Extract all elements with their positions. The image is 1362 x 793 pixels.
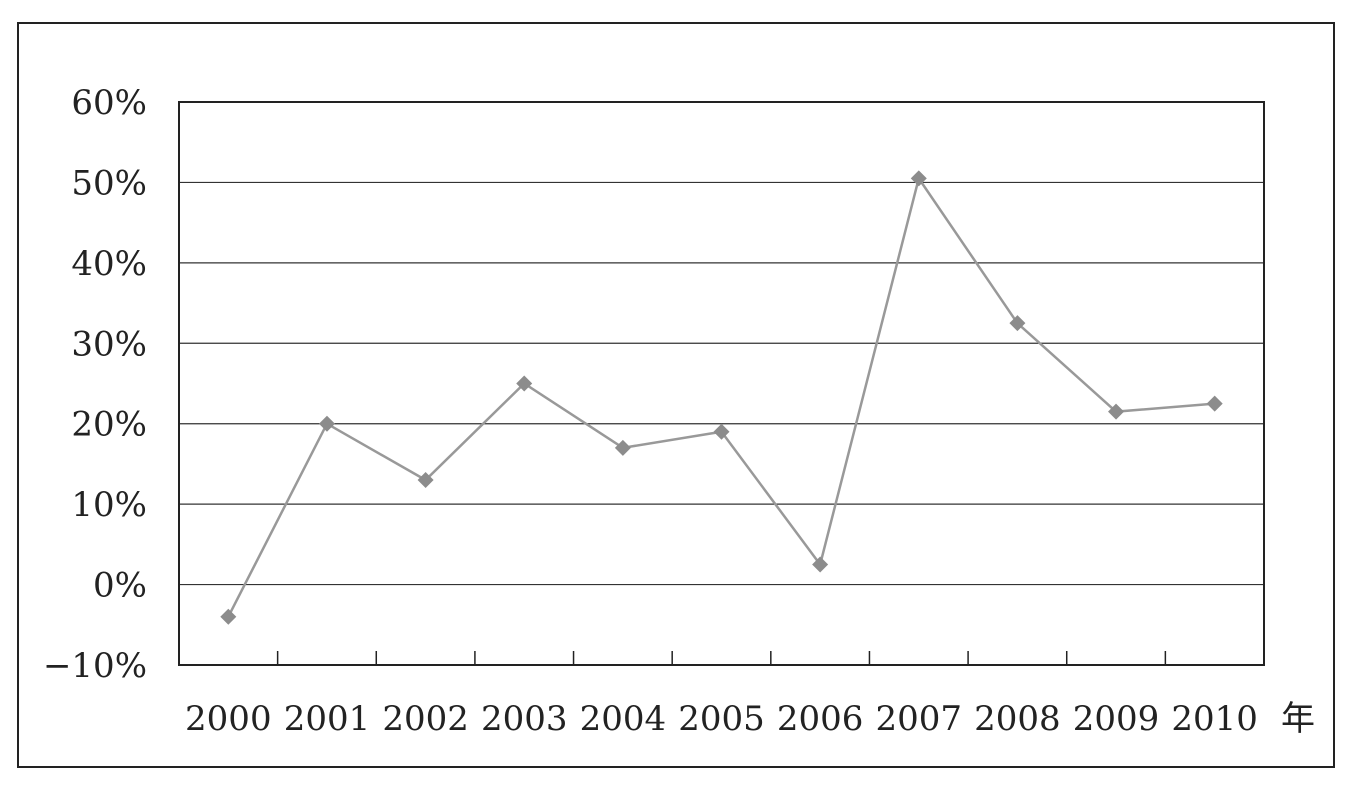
y-tick-label: 60% — [71, 83, 147, 123]
data-point — [1206, 395, 1223, 412]
data-point — [713, 423, 730, 440]
y-tick-label: 50% — [71, 163, 147, 203]
data-point — [318, 415, 335, 432]
y-tick-label: 20% — [71, 405, 147, 445]
data-point — [910, 170, 927, 187]
x-axis-label: 年 — [1281, 699, 1315, 739]
data-point — [614, 439, 631, 456]
x-tick-label: 2004 — [580, 699, 667, 739]
series-line — [227, 175, 1215, 618]
data-point — [220, 608, 237, 625]
series-layer — [220, 170, 1223, 625]
x-tick-label: 2003 — [481, 699, 568, 739]
data-point — [812, 556, 829, 573]
y-tick-label: −10% — [43, 646, 147, 686]
x-tick-label: 2000 — [185, 699, 272, 739]
plot-area — [178, 101, 1265, 666]
data-point — [417, 472, 434, 489]
y-tick-label: 30% — [71, 324, 147, 364]
y-tick-label: 0% — [93, 566, 147, 606]
data-point — [516, 375, 533, 392]
x-tick-label: 2010 — [1171, 699, 1258, 739]
x-axis-tick-labels: 2000 2001 2002 2003 2004 2005 2006 2007 2008 2009… — [185, 699, 1258, 739]
x-tick-label: 2001 — [284, 699, 371, 739]
x-tick-label: 2007 — [876, 699, 963, 739]
y-axis-tick-labels: 60% 50% 40% 30% 20% 10% 0% −10% — [43, 83, 147, 686]
chart-frame — [17, 22, 1335, 768]
x-axis-ticks — [276, 651, 1167, 665]
data-point — [1009, 315, 1026, 332]
y-tick-label: 40% — [71, 244, 147, 284]
data-point — [1108, 403, 1125, 420]
grid-lines — [179, 181, 1264, 586]
x-tick-label: 2008 — [974, 699, 1061, 739]
x-tick-label: 2006 — [777, 699, 864, 739]
x-tick-label: 2005 — [678, 699, 765, 739]
x-tick-label: 2009 — [1073, 699, 1160, 739]
x-tick-label: 2002 — [382, 699, 469, 739]
y-tick-label: 10% — [71, 485, 147, 525]
